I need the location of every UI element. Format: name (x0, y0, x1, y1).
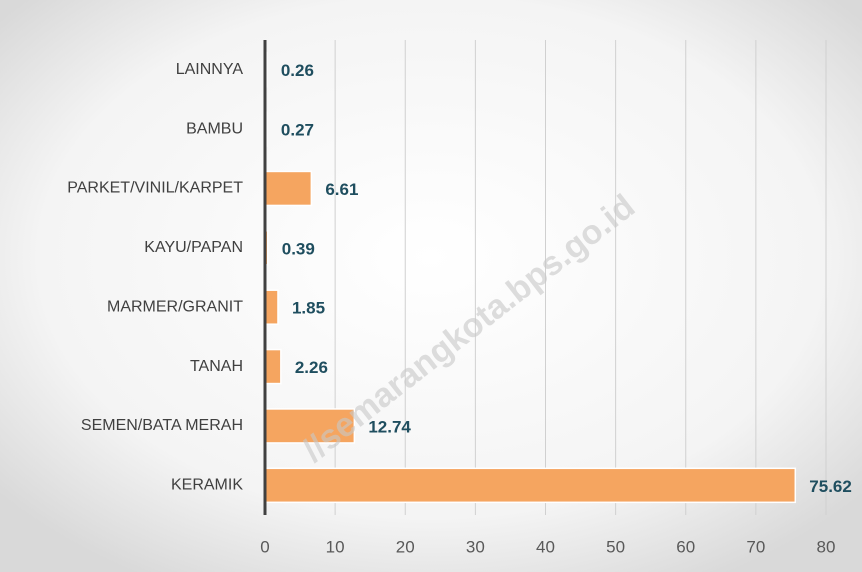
bar (264, 289, 279, 325)
x-tick-label: 70 (746, 537, 765, 556)
value-label: 1.85 (292, 299, 325, 318)
x-tick-label: 80 (817, 537, 836, 556)
x-tick-label: 40 (536, 537, 555, 556)
x-tick-label: 0 (260, 537, 269, 556)
bar (264, 348, 282, 385)
value-label: 6.61 (325, 180, 358, 199)
value-label: 12.74 (368, 417, 411, 436)
y-tick-label: TANAH (190, 358, 243, 375)
y-tick-label: KAYU/PAPAN (144, 239, 243, 256)
value-label: 75.62 (809, 477, 852, 496)
bar (264, 170, 313, 207)
y-tick-label: KERAMIK (171, 477, 243, 494)
bar (264, 467, 797, 504)
x-tick-label: 30 (466, 537, 485, 556)
value-label: 0.27 (281, 121, 314, 140)
value-label: 0.39 (282, 239, 315, 258)
x-tick-label: 10 (326, 537, 345, 556)
value-label: 0.26 (281, 61, 314, 80)
x-tick-label: 20 (396, 537, 415, 556)
y-tick-label: BAMBU (186, 120, 243, 137)
y-tick-label: MARMER/GRANIT (107, 298, 243, 315)
x-tick-label: 60 (676, 537, 695, 556)
y-tick-label: PARKET/VINIL/KARPET (67, 180, 243, 197)
y-tick-label: LAINNYA (176, 61, 244, 78)
y-tick-label: SEMEN/BATA MERAH (81, 417, 243, 434)
x-tick-label: 50 (606, 537, 625, 556)
value-label: 2.26 (295, 358, 328, 377)
